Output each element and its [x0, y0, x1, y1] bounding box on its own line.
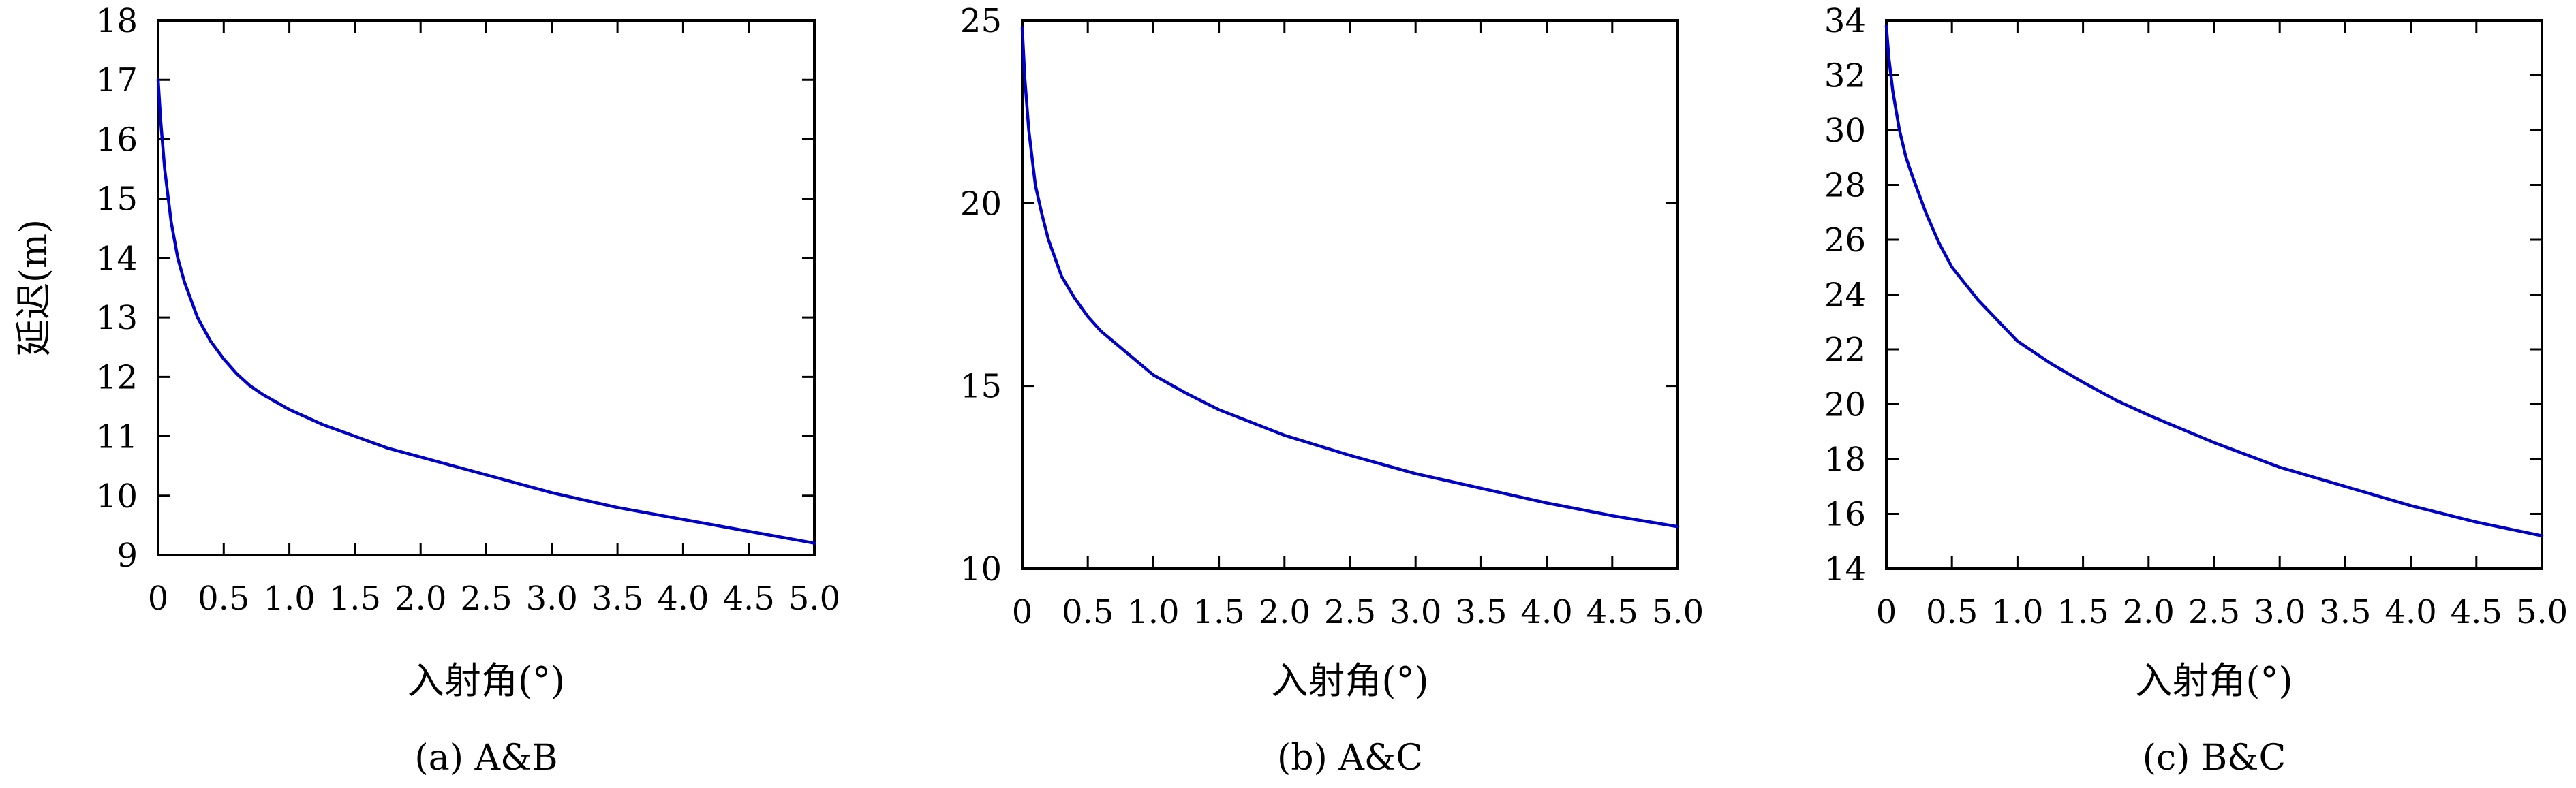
y-tick-label: 10 [960, 550, 1002, 588]
y-tick-label: 30 [1824, 112, 1866, 150]
x-tick-label: 1.0 [263, 580, 315, 618]
y-tick-label: 22 [1824, 331, 1866, 369]
x-tick-label: 5.0 [2516, 593, 2568, 631]
x-tick-label: 0 [148, 580, 169, 618]
chart-panel-1: 0 0.5 1.0 1.5 2.0 2.5 3.0 3.5 4.0 4.5 5.0 9 10 11 12 13… [12, 2, 840, 778]
y-tick-label: 15 [96, 180, 138, 219]
y-tick-label: 20 [1824, 386, 1866, 424]
series-line-1 [1020, 26, 1680, 529]
y-tick-label: 9 [117, 537, 138, 575]
x-tick-label: 0.5 [1062, 593, 1114, 631]
x-axis-label: 入射角(°) [2135, 659, 2293, 702]
x-tick-label: 1.5 [329, 580, 381, 618]
x-tick-label: 0.5 [198, 580, 249, 618]
y-tick-label: 25 [960, 2, 1002, 40]
y-tick-label: 15 [960, 368, 1002, 406]
x-tick-label: 4.5 [723, 580, 775, 618]
y-tick-label: 32 [1824, 57, 1866, 95]
x-tick-label: 2.0 [395, 580, 446, 618]
y-tick-label: 28 [1824, 167, 1866, 205]
x-tick-label: 2.5 [460, 580, 512, 618]
y-tick-label: 18 [96, 2, 138, 40]
x-tick-label: 3.5 [2319, 593, 2371, 631]
y-tick-label: 17 [96, 61, 138, 99]
x-tick-label: 0 [1876, 593, 1897, 631]
y-axis-label: 延迟(m) [12, 219, 55, 356]
y-tick-label: 14 [96, 240, 138, 278]
x-tick-label: 3.5 [592, 580, 643, 618]
x-tick-label: 1.0 [1127, 593, 1179, 631]
y-tick-label: 34 [1824, 2, 1866, 40]
x-tick-label: 2.0 [1259, 593, 1310, 631]
x-tick-label: 5.0 [1652, 593, 1704, 631]
subfigure-caption: (c) B&C [2143, 738, 2286, 778]
x-tick-label: 1.5 [1193, 593, 1244, 631]
x-tick-label: 3.0 [526, 580, 578, 618]
subfigure-caption: (a) A&B [414, 738, 557, 778]
x-tick-label: 4.5 [1586, 593, 1638, 631]
y-tick-label: 16 [1824, 496, 1866, 534]
x-tick-label: 3.5 [1455, 593, 1507, 631]
chart-panel-3: 0 0.5 1.0 1.5 2.0 2.5 3.0 3.5 4.0 4.5 5.0 14 16 18 20 2… [1824, 2, 2568, 778]
x-tick-label: 3.0 [1390, 593, 1441, 631]
series-line-1 [1884, 24, 2544, 537]
y-tick-label: 14 [1824, 550, 1866, 588]
x-tick-label: 4.5 [2451, 593, 2502, 631]
x-tick-label: 5.0 [788, 580, 840, 618]
x-tick-label: 4.0 [657, 580, 709, 618]
y-tick-label: 20 [960, 185, 1002, 223]
x-tick-label: 0 [1012, 593, 1033, 631]
y-tick-label: 24 [1824, 277, 1866, 315]
y-tick-label: 12 [96, 358, 138, 396]
x-tick-label: 0.5 [1926, 593, 1978, 631]
y-tick-label: 11 [96, 418, 138, 456]
y-tick-label: 10 [96, 477, 138, 516]
plot-frame [1021, 19, 1679, 570]
x-tick-label: 1.0 [1991, 593, 2043, 631]
y-tick-label: 18 [1824, 441, 1866, 479]
x-tick-label: 2.5 [1324, 593, 1376, 631]
plot-frame [1885, 19, 2543, 570]
y-tick-label: 13 [96, 299, 138, 337]
y-tick-label: 26 [1824, 221, 1866, 259]
x-tick-label: 1.5 [2057, 593, 2109, 631]
x-tick-label: 3.0 [2254, 593, 2305, 631]
chart-panel-2: 0 0.5 1.0 1.5 2.0 2.5 3.0 3.5 4.0 4.5 5.0 10 15 20 25 入… [960, 2, 1704, 778]
x-axis-label: 入射角(°) [1271, 659, 1428, 702]
subfigure-caption: (b) A&C [1277, 738, 1423, 778]
x-tick-label: 4.0 [1520, 593, 1572, 631]
x-tick-label: 4.0 [2385, 593, 2436, 631]
y-tick-label: 16 [96, 121, 138, 159]
x-axis-label: 入射角(°) [408, 659, 565, 702]
series-line-1 [156, 78, 816, 545]
x-tick-label: 2.0 [2123, 593, 2175, 631]
x-tick-label: 2.5 [2188, 593, 2240, 631]
